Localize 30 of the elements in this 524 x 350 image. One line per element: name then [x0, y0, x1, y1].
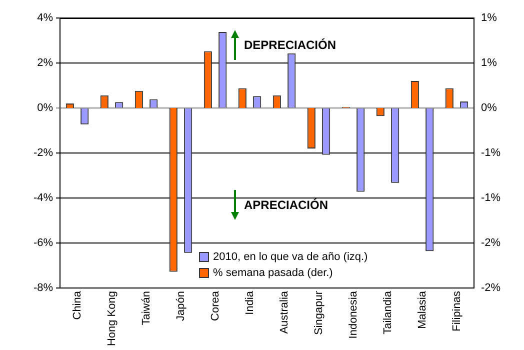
y-tick-label: -2%: [33, 147, 54, 160]
x-tick-label: China: [71, 290, 84, 320]
x-tick-label: Singapur: [312, 290, 325, 336]
annotation: DEPRECIACIÓN: [244, 38, 336, 52]
y-tick-label: -6%: [33, 237, 54, 250]
x-tick-label: Taiwán: [140, 291, 152, 326]
x-tick-label: Tailandia: [382, 290, 394, 334]
x-tick-label: Filipinas: [450, 290, 463, 332]
y-tick-label: -4%: [33, 192, 54, 204]
y-tick-label: 0%: [37, 102, 54, 114]
y-tick-label: 4%: [37, 12, 54, 24]
x-tick-label: Indonesia: [347, 290, 360, 339]
x-tick-label: India: [244, 290, 256, 315]
x-tick-label: Japón: [174, 291, 187, 321]
legend-label: % semana pasada (der.): [213, 266, 333, 281]
y2-tick-label: -2%: [481, 237, 501, 250]
y2-tick-label: 1%: [481, 12, 498, 24]
legend-label: 2010, en lo que va de año (izq.): [213, 250, 368, 265]
y2-tick-label: -2%: [481, 282, 501, 294]
annotation: APRECIACIÓN: [244, 198, 328, 212]
x-tick-label: Corea: [209, 290, 222, 321]
y-tick-label: -8%: [33, 282, 54, 294]
x-tick-label: Australia: [278, 290, 290, 334]
y2-tick-label: 1%: [481, 57, 498, 70]
y2-tick-label: -1%: [481, 192, 501, 204]
y2-tick-label: -1%: [481, 147, 501, 160]
x-tick-label: Malasia: [416, 290, 428, 329]
x-tick-label: Hong Kong: [106, 291, 118, 346]
y2-tick-label: 0%: [481, 102, 498, 114]
y-tick-label: 2%: [37, 57, 54, 70]
